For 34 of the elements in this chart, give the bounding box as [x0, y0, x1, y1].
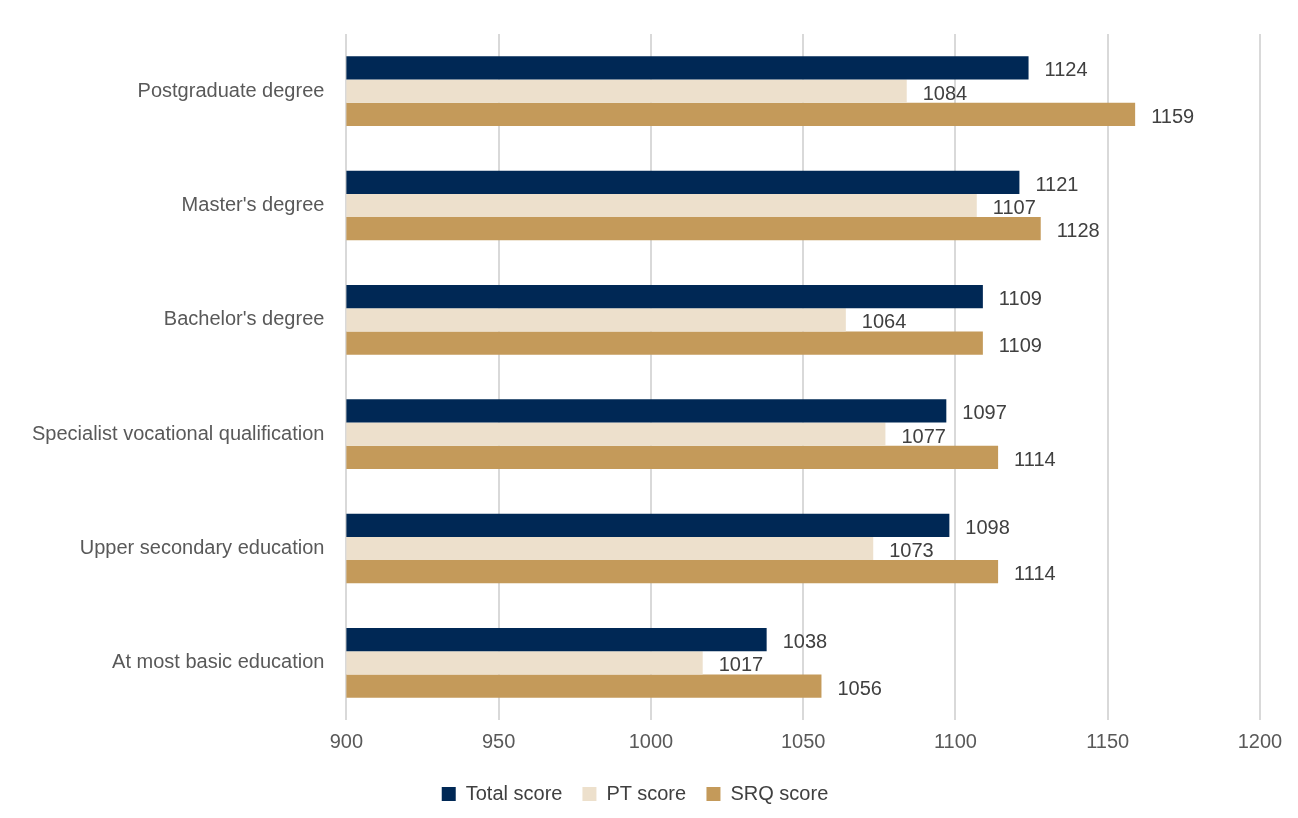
- y-tick-label: Upper secondary education: [79, 536, 325, 559]
- data-label: 1114: [1014, 562, 1056, 585]
- data-label: 1077: [901, 424, 946, 447]
- x-tick-label: 950: [481, 729, 516, 752]
- y-tick-label: Master's degree: [181, 193, 325, 216]
- data-label: 1128: [1056, 219, 1100, 242]
- data-label: 1109: [998, 333, 1042, 356]
- data-label: 1017: [718, 653, 764, 676]
- data-label: 1121: [1035, 172, 1079, 195]
- x-tick-label: 1200: [1237, 729, 1283, 752]
- y-tick-label: Specialist vocational qualification: [31, 421, 325, 444]
- data-label: 1056: [837, 676, 882, 699]
- legend-label: Total score: [465, 781, 563, 804]
- data-label: 1159: [1151, 104, 1195, 127]
- x-tick-label: 1000: [628, 729, 674, 752]
- data-label: 1109: [998, 287, 1042, 310]
- data-label: 1073: [889, 539, 934, 562]
- data-label: 1097: [962, 401, 1007, 424]
- y-tick-label: Postgraduate degree: [137, 78, 325, 101]
- data-label: 1084: [922, 81, 968, 104]
- x-tick-label: 900: [329, 729, 364, 752]
- y-tick-label: Bachelor's degree: [163, 307, 325, 330]
- data-label: 1114: [1014, 447, 1056, 470]
- y-tick-label: At most basic education: [112, 650, 325, 673]
- x-tick-label: 1150: [1086, 729, 1130, 752]
- data-label: 1098: [965, 515, 1010, 538]
- data-label: 1124: [1044, 58, 1088, 81]
- x-tick-label: 1050: [780, 729, 826, 752]
- legend-label: SRQ score: [730, 781, 829, 804]
- data-label: 1107: [992, 196, 1036, 219]
- legend-label: PT score: [606, 781, 687, 804]
- data-label: 1064: [861, 310, 907, 333]
- x-tick-label: 1100: [933, 729, 977, 752]
- data-label: 1038: [782, 630, 828, 653]
